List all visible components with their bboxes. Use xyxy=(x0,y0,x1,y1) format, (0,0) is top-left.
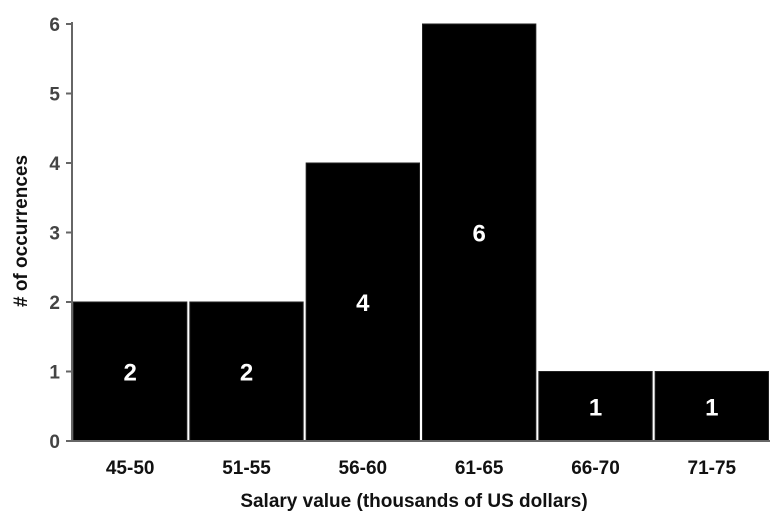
data-label-71-75: 1 xyxy=(705,394,718,421)
data-label-45-50: 2 xyxy=(123,360,136,387)
y-tick-label: 3 xyxy=(49,224,60,245)
bar-66-70 xyxy=(538,371,653,442)
bar-51-55 xyxy=(189,301,304,442)
y-axis-ticks: 0 1 2 3 4 5 6 xyxy=(49,15,72,453)
y-tick-label: 5 xyxy=(49,85,60,106)
y-tick-label: 2 xyxy=(49,293,60,314)
bar-61-65 xyxy=(422,23,537,442)
data-label-51-55: 2 xyxy=(240,360,253,387)
y-tick-label: 0 xyxy=(49,432,60,453)
y-tick-label: 4 xyxy=(49,154,60,175)
bars: 2 2 4 6 1 1 xyxy=(73,23,770,442)
y-axis-title: # of occurrences xyxy=(11,155,32,307)
x-tick-label-66-70: 66-70 xyxy=(571,458,620,479)
data-label-61-65: 6 xyxy=(472,221,485,248)
x-tick-label-71-75: 71-75 xyxy=(688,458,737,479)
bar-56-60 xyxy=(305,162,420,442)
bar-71-75 xyxy=(654,371,770,442)
y-tick-label: 1 xyxy=(49,363,60,384)
x-axis-tick-labels: 45-50 51-55 56-60 61-65 66-70 71-75 xyxy=(106,458,737,479)
data-label-66-70: 1 xyxy=(589,394,602,421)
x-tick-label-51-55: 51-55 xyxy=(222,458,271,479)
x-tick-label-61-65: 61-65 xyxy=(455,458,504,479)
data-label-56-60: 4 xyxy=(356,290,370,317)
x-tick-label-45-50: 45-50 xyxy=(106,458,155,479)
x-tick-label-56-60: 56-60 xyxy=(339,458,388,479)
y-tick-label: 6 xyxy=(49,15,60,36)
x-axis-title: Salary value (thousands of US dollars) xyxy=(240,491,587,512)
